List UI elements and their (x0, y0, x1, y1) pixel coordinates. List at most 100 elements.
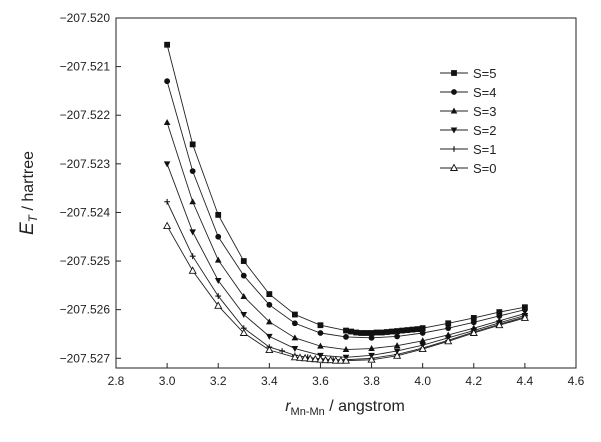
data-point (368, 345, 375, 352)
data-point (306, 354, 315, 362)
data-point (189, 168, 196, 175)
data-point (291, 334, 299, 341)
x-tick-label: 3.0 (159, 374, 176, 388)
data-point (239, 328, 248, 336)
data-point (419, 330, 426, 336)
data-point (164, 198, 171, 205)
data-point (409, 326, 416, 333)
data-point (301, 353, 310, 362)
legend-marker (451, 146, 457, 152)
data-point (343, 333, 349, 340)
data-point (470, 315, 477, 321)
data-point (520, 313, 529, 321)
data-point (317, 342, 324, 349)
data-point (445, 320, 452, 327)
legend-marker (451, 70, 457, 76)
y-tick-label: −207.523 (60, 157, 111, 171)
data-point (393, 342, 401, 349)
data-point (326, 355, 335, 364)
x-tick-label: 3.6 (312, 374, 329, 388)
data-point (389, 328, 395, 335)
legend-item: S=0 (440, 161, 497, 176)
data-point (342, 346, 350, 353)
data-point (348, 328, 355, 335)
y-axis-title: ET / hartree (17, 151, 40, 235)
x-tick-label: 2.8 (108, 374, 125, 388)
data-point (331, 356, 340, 364)
data-point (279, 348, 286, 354)
data-point (469, 328, 478, 336)
legend-item: S=2 (440, 123, 497, 138)
data-point (336, 356, 345, 364)
data-point (317, 322, 324, 329)
data-point (321, 355, 330, 364)
data-point (317, 330, 324, 336)
x-tick-label: 3.8 (363, 374, 380, 388)
data-point (419, 337, 426, 344)
series-layer (163, 41, 529, 364)
data-point (341, 356, 351, 364)
data-point (265, 345, 274, 353)
legend-marker (450, 107, 458, 114)
data-point (311, 354, 320, 363)
data-point (215, 211, 222, 218)
x-tick-label: 4.2 (465, 374, 482, 388)
data-point (358, 330, 365, 336)
x-tick-label: 4.4 (517, 374, 534, 388)
data-point (378, 329, 385, 336)
legend-label: S=1 (473, 142, 497, 157)
legend-marker (451, 89, 457, 95)
data-point (373, 329, 380, 336)
data-point (383, 329, 390, 335)
y-axis-title-main: E (17, 222, 38, 235)
data-point (163, 161, 171, 168)
y-tick-label: −207.521 (60, 60, 111, 74)
data-point (418, 344, 427, 352)
data-point (394, 328, 401, 334)
data-point (163, 119, 171, 126)
data-point (445, 325, 452, 332)
y-axis-title-rest: / hartree (20, 151, 37, 215)
series-s-5 (164, 41, 528, 336)
legend-marker (449, 163, 459, 171)
legend-marker (450, 127, 458, 134)
data-point (399, 327, 406, 334)
x-tick-label: 3.2 (210, 374, 227, 388)
y-axis-title-sub: T (26, 213, 40, 222)
y-tick-label: −207.526 (60, 303, 111, 317)
data-point (266, 318, 273, 325)
data-point (189, 141, 196, 148)
data-point (295, 353, 305, 361)
data-point (189, 229, 196, 236)
data-point (495, 320, 504, 329)
data-point (164, 41, 171, 48)
data-point (266, 301, 273, 308)
x-tick-label: 3.4 (261, 374, 278, 388)
series-line (166, 44, 525, 334)
x-axis-title-rest: / angstrom (325, 398, 405, 415)
data-point (240, 272, 247, 279)
legend-label: S=5 (473, 66, 497, 81)
series-line (166, 225, 526, 362)
data-point (343, 327, 349, 334)
data-point (521, 306, 528, 313)
data-point (316, 355, 325, 363)
x-tick-label: 4.0 (414, 374, 431, 388)
plot-frame (115, 17, 577, 369)
legend-item: S=5 (440, 66, 497, 81)
data-point (240, 293, 248, 300)
legend-label: S=4 (473, 85, 497, 100)
data-point (291, 320, 298, 327)
data-point (393, 351, 402, 359)
data-point (291, 346, 299, 353)
y-tick-label: −207.522 (60, 108, 111, 122)
data-point (290, 352, 299, 361)
x-axis-title-main: r (285, 398, 291, 415)
data-point (368, 330, 375, 336)
x-axis-title: rMn-Mn / angstrom (285, 398, 405, 418)
data-point (394, 333, 401, 340)
data-point (240, 312, 248, 319)
data-point (367, 355, 376, 363)
data-point (414, 326, 421, 333)
